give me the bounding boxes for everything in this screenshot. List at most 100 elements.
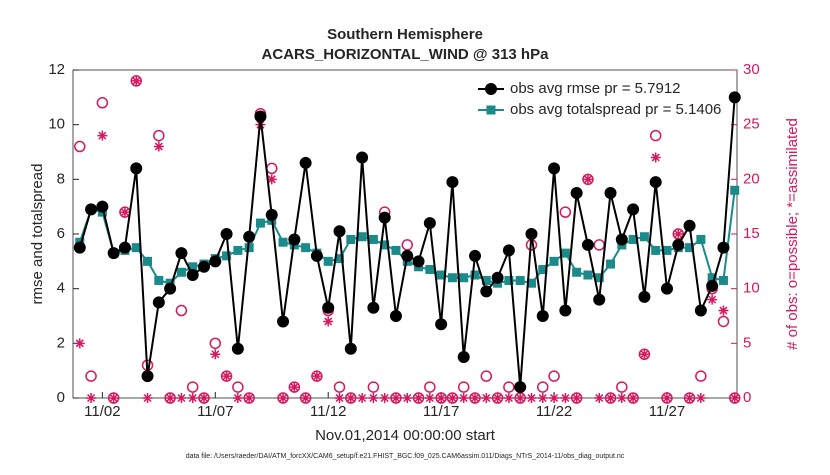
x-axis-label: Nov.01,2014 00:00:00 start (315, 427, 496, 444)
marker (683, 219, 696, 232)
marker (458, 393, 469, 403)
marker (187, 393, 198, 403)
marker (683, 392, 696, 404)
marker (233, 245, 243, 255)
marker (221, 371, 232, 382)
marker (278, 237, 288, 247)
marker (153, 129, 165, 142)
marker (672, 238, 685, 251)
marker (582, 174, 593, 185)
marker (356, 151, 369, 164)
marker (661, 392, 673, 404)
chart-subtitle: ACARS_HORIZONTAL_WIND @ 313 hPa (262, 46, 550, 63)
y-tick-label: 6 (57, 225, 65, 242)
marker (175, 304, 188, 317)
marker (570, 392, 583, 404)
marker (310, 249, 323, 262)
marker (186, 381, 199, 393)
marker (480, 285, 493, 298)
y2-tick-label: 10 (743, 280, 760, 297)
marker (423, 217, 436, 230)
marker (503, 381, 515, 393)
marker (131, 75, 142, 86)
marker (244, 393, 255, 403)
marker (118, 241, 131, 254)
marker (391, 245, 401, 255)
y2-tick-label: 15 (743, 225, 760, 242)
marker (141, 370, 154, 383)
marker (288, 381, 301, 393)
marker (628, 393, 639, 403)
marker (152, 296, 165, 309)
marker (311, 371, 322, 382)
marker (515, 275, 525, 285)
marker (390, 393, 401, 403)
y-tick-label: 0 (57, 389, 65, 406)
marker (581, 238, 594, 251)
marker (707, 273, 717, 283)
marker (469, 249, 482, 262)
marker (288, 233, 301, 246)
marker (684, 393, 695, 403)
marker (96, 200, 109, 213)
marker (639, 349, 650, 360)
marker (436, 270, 446, 280)
marker (717, 241, 730, 254)
marker (85, 203, 98, 216)
marker (694, 304, 707, 317)
marker (142, 393, 153, 403)
marker (470, 393, 481, 403)
marker (345, 393, 356, 403)
legend-marker (486, 105, 496, 115)
marker (435, 392, 447, 404)
marker (526, 278, 536, 288)
marker (154, 275, 164, 285)
marker (628, 234, 638, 244)
marker (143, 256, 153, 266)
y-tick-label: 12 (48, 61, 65, 78)
marker (379, 393, 390, 403)
marker (345, 392, 357, 404)
marker (210, 349, 221, 360)
marker (390, 392, 402, 404)
marker (447, 273, 457, 283)
marker (548, 162, 561, 175)
y-tick-label: 2 (57, 334, 65, 351)
marker (627, 203, 640, 216)
marker (594, 273, 604, 283)
marker (673, 229, 684, 239)
marker (537, 381, 549, 393)
marker (457, 381, 470, 393)
marker (425, 265, 435, 275)
y2-tick-label: 0 (743, 389, 751, 406)
marker (413, 393, 424, 403)
marker (718, 305, 729, 316)
marker (649, 176, 662, 189)
marker (153, 141, 164, 152)
marker (696, 234, 706, 244)
marker (209, 337, 222, 350)
marker (333, 381, 346, 393)
marker (650, 152, 661, 163)
marker (254, 110, 267, 123)
marker (480, 370, 493, 382)
marker (446, 176, 459, 189)
marker (131, 243, 141, 253)
marker (277, 392, 289, 404)
marker (401, 249, 414, 262)
marker (299, 156, 312, 169)
y2-tick-label: 25 (743, 116, 760, 133)
y-tick-label: 10 (48, 116, 65, 133)
x-tick-label: 11/12 (310, 403, 346, 420)
x-tick-label: 11/02 (84, 403, 120, 420)
marker (604, 392, 617, 404)
marker (536, 310, 549, 322)
marker (514, 381, 527, 394)
marker (707, 294, 718, 305)
marker (107, 247, 120, 260)
marker (615, 233, 628, 246)
marker (525, 228, 538, 240)
marker (243, 392, 255, 404)
marker (594, 393, 605, 403)
x-tick-label: 11/07 (197, 403, 233, 420)
